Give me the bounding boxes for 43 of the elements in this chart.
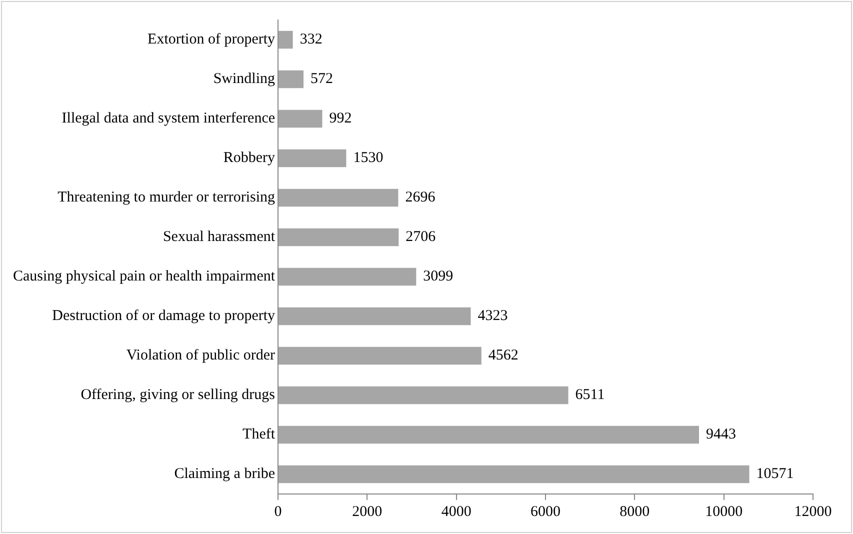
data-label: 6511 [575,387,605,404]
bar [278,386,568,404]
y-tick-label: Sexual harassment [162,229,276,246]
bar [278,110,322,128]
x-tick-label: 6000 [530,504,561,520]
data-label: 2696 [405,190,436,206]
data-label: 992 [329,110,352,127]
x-tick-label: 0 [274,504,282,520]
y-tick-label: Robbery [223,150,276,166]
y-tick-label: Claiming a bribe [174,466,276,482]
data-label: 2706 [406,229,436,246]
y-tick-label: Swindling [213,71,276,88]
bar [278,149,346,168]
data-label: 332 [300,32,322,48]
bar [278,465,750,484]
y-tick-label: Causing physical pain or health impairment [12,268,276,285]
y-tick-label: Destruction of or damage to property [52,308,276,324]
data-label: 572 [310,71,334,88]
bar [278,228,399,246]
y-tick-label: Illegal data and system interference [62,110,276,127]
bar [278,30,293,49]
x-tick-label: 2000 [352,504,382,520]
y-tick-label: Threatening to murder or terrorising [58,190,276,206]
bar [278,188,398,207]
y-tick-label: Extortion of property [148,32,276,48]
y-tick-label: Offering, giving or selling drugs [80,387,276,404]
y-tick-label: Violation of public order [126,348,276,364]
bar [278,307,471,326]
bar [278,268,416,286]
y-tick-label: Theft [242,426,276,443]
x-tick-label: 8000 [620,504,650,520]
data-label: 3099 [423,268,454,285]
data-label: 9443 [706,426,736,443]
data-label: 10571 [756,466,794,482]
x-tick-label: 12000 [794,504,832,520]
bar [278,346,482,365]
bar [278,426,700,444]
data-label: 1530 [353,150,384,166]
x-tick-label: 4000 [441,504,472,520]
data-label: 4323 [478,308,508,324]
bar [278,70,304,88]
x-tick-label: 10000 [705,504,743,520]
data-label: 4562 [488,348,518,364]
